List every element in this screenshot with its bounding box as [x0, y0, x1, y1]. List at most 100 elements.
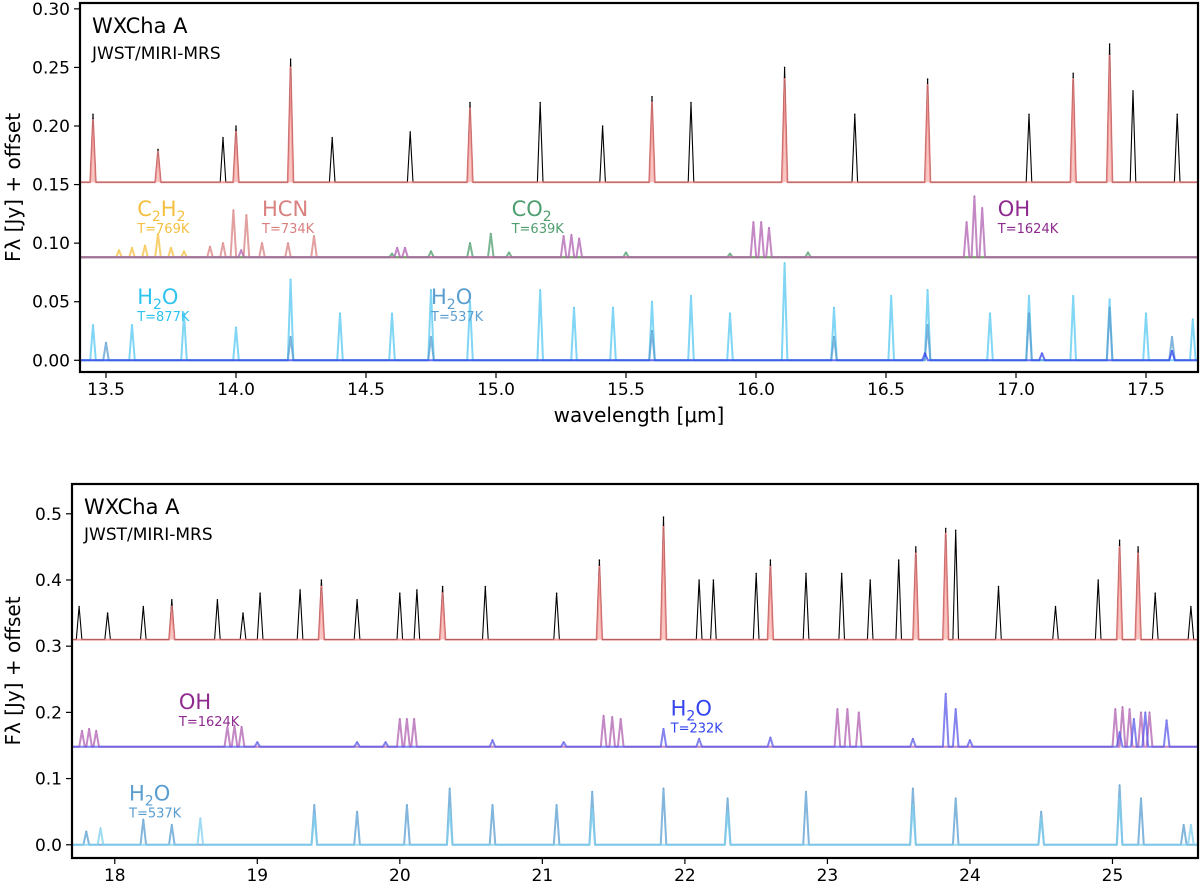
series-h2o-point [890, 295, 892, 297]
series-observed-point [78, 605, 80, 608]
molecule-name-part: O [154, 781, 171, 805]
series-observed-point [356, 599, 358, 601]
series-h2o-point [491, 804, 494, 806]
molecule-subscript: 2 [153, 297, 162, 313]
series-model-point [157, 151, 159, 153]
x-tick-label: 16.0 [737, 380, 775, 400]
molecule-temperature: T=232K [670, 722, 724, 737]
x-tick-label: 23 [817, 866, 839, 886]
series-observed-point [854, 113, 856, 116]
series-observed-line [72, 516, 1198, 641]
molecule-temperature: T=537K [128, 806, 182, 821]
series-model-point [171, 605, 173, 608]
x-tick-label: 17.5 [1127, 380, 1165, 400]
series-oh-point [1128, 708, 1131, 710]
series-oh-point [240, 726, 243, 728]
molecule-subscript: 2 [177, 209, 186, 225]
series-h2o-point [1108, 298, 1111, 301]
molecule-name-part: O [695, 697, 712, 721]
series-c2h2-point [157, 233, 159, 235]
series-co2-point [430, 250, 432, 253]
series-model-line [80, 54, 1198, 184]
y-tick-label: 0.3 [35, 637, 62, 657]
series-h2o-point [92, 324, 94, 326]
series-h2o-line [72, 784, 1198, 846]
y-tick-label: 0.2 [35, 703, 62, 723]
series-oh-point [836, 708, 839, 710]
molecule-subscript: 2 [686, 709, 695, 725]
series-oh-line [80, 195, 1198, 259]
series-observed-point [662, 516, 665, 518]
molecule-label: OH [179, 690, 211, 714]
chart-subtitle: JWST/MIRI-MRS [91, 44, 221, 64]
molecule-label: H2O [431, 285, 472, 313]
series-h2o-point [562, 741, 565, 743]
series-h2o-point [289, 278, 292, 281]
molecule-label: H2O [137, 285, 178, 313]
series-c2h2-point [131, 247, 133, 249]
series-co2-point [508, 251, 510, 254]
series-co2-point [807, 251, 809, 254]
series-observed-point [869, 579, 871, 581]
series-oh-point [760, 221, 762, 223]
series-h2o-point [944, 693, 947, 695]
series-h2o-point [954, 797, 957, 800]
series-oh-point [88, 728, 90, 730]
chart-subtitle: JWST/MIRI-MRS [83, 525, 213, 545]
series-h2o-point [171, 824, 173, 826]
series-h2o-point [313, 804, 316, 806]
series-hcn-point [261, 242, 263, 244]
series-observed-point [157, 148, 159, 151]
molecule-name-part: H [161, 197, 177, 221]
x-tick-label: 17.0 [997, 380, 1035, 400]
molecule-temperature: T=1624K [178, 715, 240, 730]
molecule-temperature: T=769K [136, 222, 190, 237]
series-hcn-point [209, 245, 211, 248]
series-h2o-point [1028, 312, 1030, 315]
series-h2o-point [833, 336, 835, 338]
series-h2o-point [651, 330, 653, 332]
series-observed-point [1176, 113, 1178, 116]
series-h2o-point [199, 817, 202, 820]
series-h2o-point [105, 341, 107, 344]
series-oh-point [973, 195, 976, 198]
series-observed-line [80, 43, 1198, 183]
x-axis-label: wavelength [μm] [554, 403, 725, 427]
molecule-name: CO [512, 197, 543, 221]
series-h2o-point [729, 312, 731, 315]
series-h2o-point [662, 787, 665, 790]
series-h2o-point [555, 804, 558, 806]
molecule-name: OH [179, 690, 211, 714]
series-h2o-point [591, 807, 593, 810]
series-observed-point [441, 585, 444, 588]
series-oh-point [81, 730, 83, 732]
molecule-name: H [431, 285, 447, 309]
molecule-name: HCN [262, 197, 308, 221]
series-h2o-point [726, 810, 729, 813]
series-h2o-point [926, 289, 929, 291]
series-h2o-point [539, 289, 541, 291]
series-observed-point [1054, 605, 1057, 608]
series-h2o-point [912, 787, 914, 790]
series-observed-point [1190, 605, 1192, 608]
molecule-label: CO2 [512, 197, 552, 225]
series-observed-point [222, 136, 224, 139]
series-model-point [769, 565, 772, 568]
y-tick-label: 0.1 [35, 770, 62, 790]
series-observed-point [712, 579, 715, 581]
series-observed-point [242, 612, 244, 614]
series-oh-point [578, 237, 580, 240]
series-model-point [235, 131, 237, 133]
x-tick-label: 13.5 [87, 380, 125, 400]
series-observed-point [289, 58, 292, 60]
molecule-temperature: T=877K [136, 310, 190, 325]
series-h2o-point [783, 262, 786, 264]
series-model-point [598, 565, 601, 568]
series-oh-point [404, 247, 406, 249]
series-co2-point [490, 233, 492, 235]
series-h2o-point [235, 326, 237, 329]
series-observed-point [142, 605, 145, 608]
series-h2o-point [1182, 824, 1185, 826]
series-co2-point [625, 251, 627, 254]
series-h2o-point [912, 804, 914, 806]
